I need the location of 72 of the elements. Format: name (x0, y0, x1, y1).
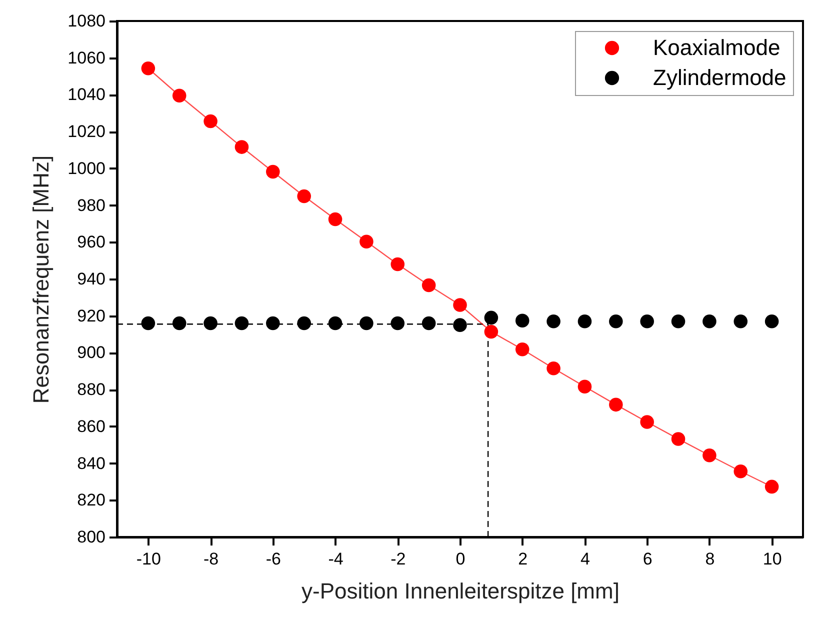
y-tick-label: 880 (77, 380, 106, 400)
y-tick-label: 920 (77, 306, 106, 326)
legend-label: Koaxialmode (653, 35, 780, 60)
x-tick-label: 4 (580, 550, 590, 568)
point (204, 316, 218, 330)
point (671, 314, 686, 328)
y-tick-label: 900 (77, 343, 106, 362)
point (297, 316, 311, 330)
point (578, 380, 592, 394)
point (204, 114, 218, 128)
point (266, 316, 280, 330)
point (390, 316, 405, 330)
point (734, 314, 748, 328)
x-tick-label: -2 (390, 550, 406, 568)
y-tick-label: 1000 (68, 158, 106, 178)
point (702, 314, 716, 328)
point (422, 316, 436, 330)
point (515, 342, 530, 356)
point (546, 314, 560, 328)
point (328, 316, 342, 330)
point (702, 448, 716, 462)
y-tick-label: 860 (77, 416, 106, 436)
x-tick-label: -10 (136, 550, 161, 568)
x-tick-label: -6 (266, 550, 281, 568)
y-tick-label: 820 (77, 490, 106, 510)
point (328, 212, 342, 226)
x-tick-label: 10 (762, 550, 782, 568)
x-tick-label: 0 (456, 550, 466, 568)
y-tick-label: 1060 (68, 48, 106, 68)
point (609, 314, 623, 328)
x-tick-label: -8 (203, 550, 219, 568)
x-tick-label: 8 (705, 550, 715, 568)
x-tick-label: 2 (518, 550, 528, 568)
point (234, 140, 249, 154)
point (297, 189, 311, 204)
y-tick-label: 980 (77, 196, 106, 215)
point (266, 164, 280, 179)
point (390, 257, 405, 272)
x-tick-label: 6 (642, 550, 652, 568)
point (578, 314, 592, 328)
y-tick-label: 800 (77, 528, 106, 546)
point (764, 480, 779, 494)
point (360, 234, 374, 248)
y-tick-label: 960 (77, 232, 106, 252)
point (360, 316, 374, 330)
y-axis-title: Resonanzfrequenz [MHz] (28, 155, 54, 404)
point (640, 415, 654, 429)
y-tick-label: 840 (77, 454, 106, 473)
y-tick-label: 940 (77, 270, 106, 288)
point (234, 316, 249, 330)
y-tick-label: 1020 (68, 122, 106, 142)
point (422, 278, 436, 292)
y-tick-label: 1040 (68, 85, 106, 104)
point (484, 310, 498, 325)
point (640, 314, 654, 328)
legend-label: Zylindermode (653, 65, 786, 90)
point (764, 314, 779, 328)
y-tick-label: 1080 (68, 12, 106, 30)
point (546, 362, 560, 376)
point (515, 314, 530, 328)
point (172, 88, 186, 103)
x-axis-title: y-Position Innenleiterspitze [mm] (302, 578, 620, 604)
point (734, 464, 748, 478)
point (484, 324, 498, 339)
point (671, 432, 686, 446)
point (141, 61, 156, 76)
point (453, 318, 467, 332)
point (453, 298, 467, 312)
point (609, 398, 623, 412)
point (172, 316, 186, 330)
point (141, 316, 156, 330)
x-tick-label: -4 (328, 550, 344, 568)
